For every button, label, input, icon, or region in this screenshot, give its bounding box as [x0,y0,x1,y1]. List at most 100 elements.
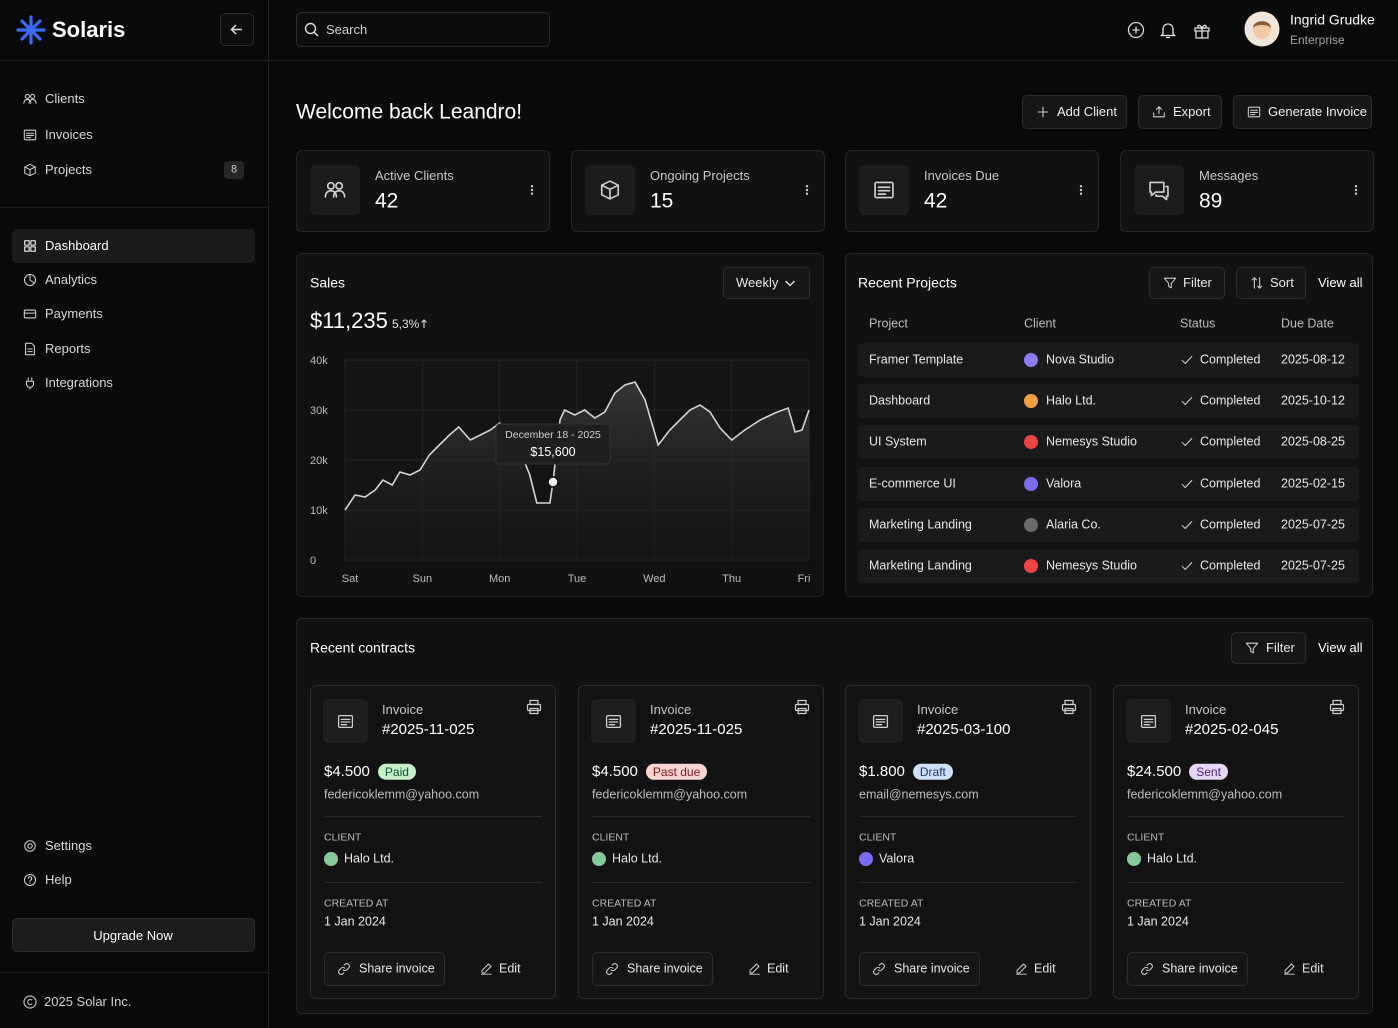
contract-type: Invoice [382,702,424,718]
client-name: Nova Studio [1046,352,1115,367]
icon-part [1354,185,1358,195]
divider [0,60,1398,61]
icon-part [23,273,37,287]
dots-icon[interactable] [801,184,813,196]
icon-part [27,876,33,884]
share-button[interactable] [324,952,445,986]
action-button[interactable] [1138,95,1222,129]
stat-label: Ongoing Projects [650,168,750,184]
client-name: Halo Ltd. [612,851,663,866]
sales-total: $11,235 [310,307,388,333]
icon-part [805,192,809,195]
stat-icon-box [1134,165,1184,215]
icon-part [1245,642,1259,654]
icon-part [338,963,350,975]
due-date: 2025-08-12 [1281,352,1345,367]
nav-label: Analytics [45,272,98,288]
created-date: 1 Jan 2024 [1127,914,1189,929]
check-icon [1181,355,1193,365]
plug-icon [25,377,35,390]
check-icon [1181,561,1193,571]
table-row [858,549,1359,583]
nav-label: Payments [45,306,103,322]
contract-email: email@nemesys.com [859,787,979,802]
view-all[interactable]: View all [1318,640,1363,656]
icon-part [30,93,36,99]
toolbar-label: Filter [1266,640,1295,656]
plus-icon[interactable] [1127,21,1145,39]
toolbar-button[interactable] [1149,267,1225,299]
print-icon[interactable] [1061,699,1077,715]
share-button[interactable] [592,952,713,986]
nav-label: Invoices [45,127,93,143]
contract-number: #2025-03-100 [917,721,1011,738]
icon-part [877,186,891,195]
avatar[interactable] [1244,11,1280,47]
share-button[interactable] [859,952,980,986]
toolbar-button[interactable] [1236,267,1306,299]
print-icon[interactable] [1329,699,1345,715]
upgrade-button[interactable] [12,918,255,952]
icon-part [875,718,886,726]
column-header: Client [1024,316,1056,331]
icon-part [1181,438,1193,447]
icon-part [1061,699,1077,715]
contracts-title: Recent contracts [310,639,416,656]
print-icon[interactable] [526,699,542,715]
icon-part [1143,718,1154,726]
dots-icon[interactable] [1075,184,1087,196]
toolbar-label: Filter [1183,275,1212,291]
share-button[interactable] [1127,952,1248,986]
icon-part [29,273,35,284]
icon-part [24,93,30,99]
link-icon [606,963,618,975]
top-icons[interactable] [1124,18,1214,42]
icon-part [1079,185,1083,195]
client-logo [592,852,606,866]
share-label: Share invoice [894,961,970,976]
bell-icon[interactable] [1159,23,1177,39]
icon-part [1181,355,1193,365]
lens [304,22,317,35]
view-all[interactable]: View all [1318,275,1363,291]
icon-part [1181,520,1193,529]
card-icon [23,309,37,319]
icon-part [805,185,809,188]
dots-icon[interactable] [1350,184,1362,196]
icon-part [872,715,889,728]
nav-label: Clients [45,91,85,107]
divider [1127,882,1345,883]
print-icon[interactable] [794,699,810,715]
icon-part [1153,106,1165,118]
y-tick-label: 40k [310,355,328,367]
dots-icon[interactable] [526,184,538,196]
icon-part [1153,106,1165,118]
icon-part [530,185,534,188]
icon-part [874,181,894,199]
created-date: 1 Jan 2024 [859,914,921,929]
icon-part [340,718,351,726]
period-select[interactable] [723,267,810,299]
link-icon [873,963,885,975]
icon-part [530,188,534,192]
y-tick-label: 20k [310,455,328,467]
created-label: CREATED AT [324,897,389,910]
divider [592,882,810,883]
collapse-button[interactable] [220,13,254,46]
action-label: Generate Invoice [1268,104,1368,120]
client-logo [1024,559,1038,573]
gift-icon[interactable] [1194,24,1210,39]
toolbar-button[interactable] [1231,632,1306,664]
plus-icon [1037,106,1049,118]
x-tick-label: Thu [722,573,741,585]
edit-icon [1284,963,1295,975]
sales-change: 5,3% [392,316,420,331]
copyright-icon [23,995,37,1009]
icon-part [23,98,37,104]
client-logo [1024,394,1038,409]
nav-active [12,229,255,263]
icon-part [1149,181,1169,201]
search-box[interactable] [296,12,550,47]
plus [1132,26,1140,34]
divider [0,207,269,208]
